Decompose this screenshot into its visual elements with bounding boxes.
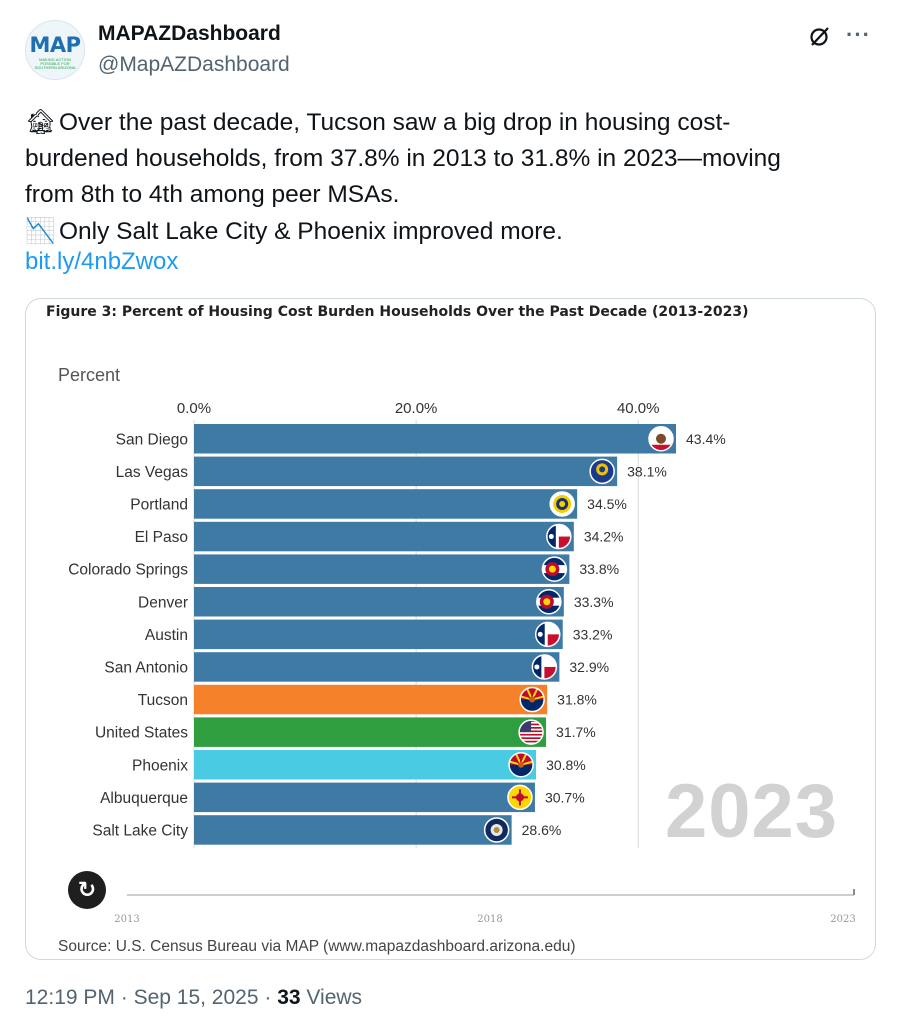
bar xyxy=(194,684,548,715)
category-label: Albuquerque xyxy=(100,790,188,807)
us-flag-icon xyxy=(518,719,544,745)
user-handle[interactable]: @MapAZDashboard xyxy=(98,53,290,76)
tweet-line-4: 📉 Only Salt Lake City & Phoenix improved … xyxy=(25,213,865,250)
category-label: El Paso xyxy=(135,529,188,546)
bar xyxy=(194,750,537,780)
category-label: Denver xyxy=(138,594,188,611)
or-flag-icon xyxy=(549,491,575,517)
post-date[interactable]: Sep 15, 2025 xyxy=(133,986,259,1009)
nm-flag-icon xyxy=(507,784,533,811)
year-watermark: 2023 xyxy=(665,769,839,854)
value-label: 38.1% xyxy=(627,463,667,479)
tx-flag-icon xyxy=(534,621,561,648)
value-label: 34.2% xyxy=(584,529,624,545)
chart-down-emoji-icon: 📉 xyxy=(25,216,56,245)
figure-title: Figure 3: Percent of Housing Cost Burden… xyxy=(46,304,749,320)
bar xyxy=(194,652,560,682)
bar xyxy=(194,815,512,845)
value-label: 33.2% xyxy=(573,626,613,642)
category-label: Phoenix xyxy=(132,757,188,774)
value-label: 33.3% xyxy=(574,594,614,610)
avatar-logo-text: MAP xyxy=(29,33,81,57)
value-label: 30.8% xyxy=(546,757,586,773)
avatar[interactable]: MAP MAKING ACTION POSSIBLE FOR SOUTHERN … xyxy=(25,20,85,80)
bar xyxy=(194,424,676,454)
category-label: San Diego xyxy=(116,431,188,448)
bar xyxy=(194,521,574,552)
nv-flag-icon xyxy=(589,458,615,485)
co-flag-icon xyxy=(536,589,562,615)
tweet-link[interactable]: bit.ly/4nbZwox xyxy=(25,248,179,275)
category-label: Austin xyxy=(145,627,188,644)
x-tick-label: 0.0% xyxy=(177,400,211,417)
ut-flag-icon xyxy=(483,817,510,843)
tweet-line-2: burdened households, from 37.8% in 2013 … xyxy=(25,145,781,172)
tweet-line-1: 🏚 Over the past decade, Tucson saw a big … xyxy=(25,104,865,141)
axis-unit-label: Percent xyxy=(58,365,121,385)
ca-flag-icon xyxy=(648,426,674,452)
replay-button[interactable]: ↻ xyxy=(68,871,106,909)
timeline-label: 2018 xyxy=(477,914,502,925)
grok-icon[interactable] xyxy=(808,24,832,48)
x-tick-label: 20.0% xyxy=(395,400,438,417)
value-label: 31.7% xyxy=(556,724,596,740)
tx-flag-icon xyxy=(531,654,558,680)
value-label: 33.8% xyxy=(579,561,619,577)
source-note: Source: U.S. Census Bureau via MAP (www.… xyxy=(58,938,576,955)
timeline-label: 2013 xyxy=(114,914,139,925)
timeline-label: 2023 xyxy=(830,914,855,925)
value-label: 28.6% xyxy=(522,822,562,838)
category-label: Colorado Springs xyxy=(68,562,188,579)
tx-flag-icon xyxy=(546,523,572,550)
x-tick-label: 40.0% xyxy=(617,400,660,417)
value-label: 30.7% xyxy=(545,789,585,805)
bar xyxy=(194,587,564,617)
display-name[interactable]: MAPAZDashboard xyxy=(98,22,281,45)
timestamp: 12:19 PM · Sep 15, 2025 · 33 Views xyxy=(25,986,363,1009)
bar xyxy=(194,489,578,519)
category-label: San Antonio xyxy=(104,659,188,676)
bar xyxy=(194,782,535,813)
bar xyxy=(194,554,570,584)
category-label: Las Vegas xyxy=(116,464,189,481)
value-label: 43.4% xyxy=(686,431,726,447)
views-label: Views xyxy=(306,986,363,1009)
value-label: 31.8% xyxy=(557,692,597,708)
category-label: Portland xyxy=(130,496,188,513)
value-label: 34.5% xyxy=(587,496,627,512)
tweet-text: 🏚 Over the past decade, Tucson saw a big … xyxy=(25,104,865,250)
az-flag-icon xyxy=(508,752,534,778)
bar xyxy=(194,717,547,747)
more-options-icon[interactable]: ··· xyxy=(846,22,871,47)
category-label: United States xyxy=(95,725,188,742)
bar xyxy=(194,619,563,650)
az-flag-icon xyxy=(519,686,545,713)
category-label: Salt Lake City xyxy=(92,822,188,839)
avatar-logo-subtext: MAKING ACTION POSSIBLE FOR SOUTHERN ARIZ… xyxy=(34,57,76,70)
views-count: 33 xyxy=(277,986,301,1009)
category-label: Tucson xyxy=(138,692,188,709)
co-flag-icon xyxy=(541,556,568,582)
bar xyxy=(194,456,618,487)
house-emoji-icon: 🏚 xyxy=(25,107,57,136)
value-label: 32.9% xyxy=(569,659,609,675)
tweet-line-3: from 8th to 4th among peer MSAs. xyxy=(25,181,400,208)
post-time[interactable]: 12:19 PM xyxy=(25,986,115,1009)
